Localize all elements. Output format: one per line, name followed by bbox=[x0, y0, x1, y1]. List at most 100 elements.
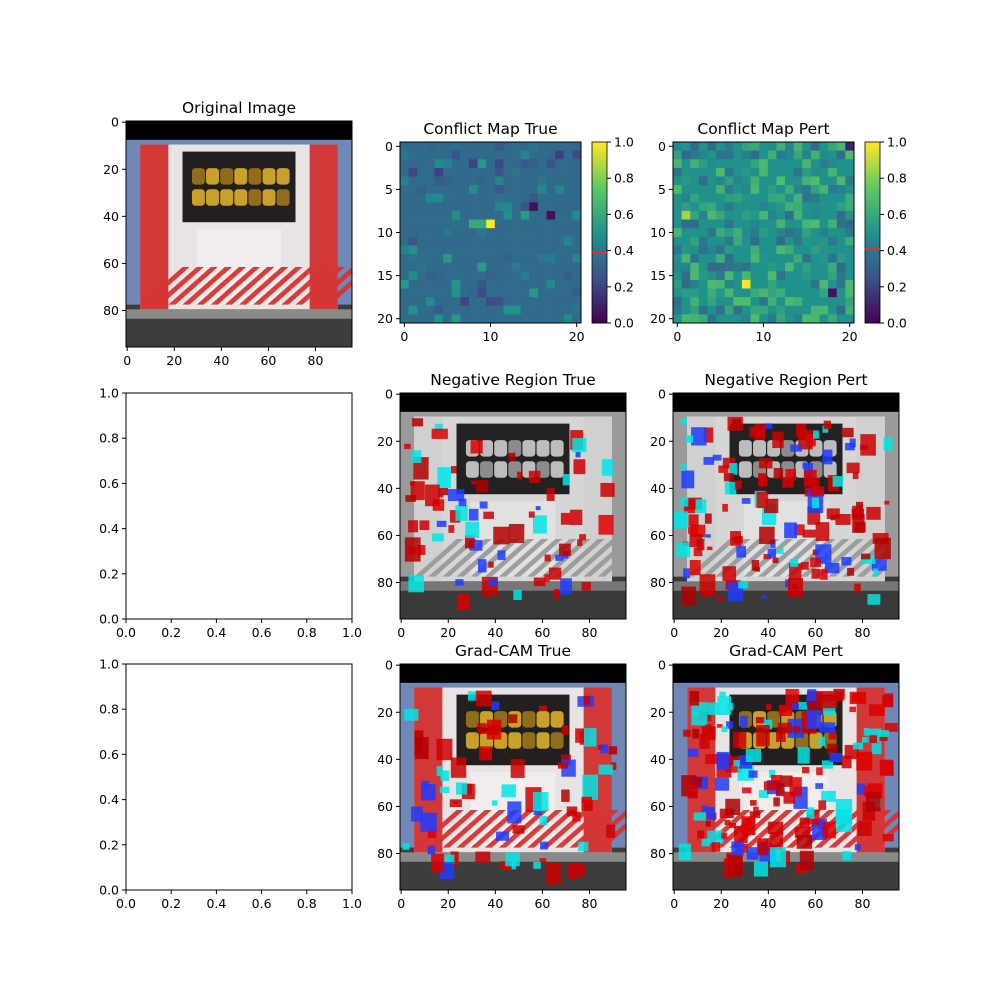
heatmap-cell bbox=[512, 193, 522, 203]
heatmap-cell bbox=[767, 202, 777, 212]
heatmap-cell bbox=[836, 314, 846, 324]
heatmap-cell bbox=[572, 245, 582, 255]
heatmap-cell bbox=[733, 262, 743, 272]
colorbar-segment bbox=[865, 265, 880, 270]
image-pixels bbox=[673, 393, 899, 619]
heatmap-cell bbox=[681, 288, 691, 298]
hose-bundle bbox=[550, 461, 564, 478]
heatmap-cell bbox=[443, 297, 453, 307]
heatmap-cell bbox=[503, 228, 513, 238]
colorbar-segment bbox=[592, 154, 607, 158]
heatmap-cell bbox=[529, 167, 539, 177]
heatmap-cell bbox=[520, 185, 530, 195]
heatmap-cell bbox=[836, 297, 846, 307]
saliency-blob bbox=[479, 501, 488, 509]
saliency-blob bbox=[581, 582, 591, 591]
heatmap-cell bbox=[793, 288, 803, 298]
heatmap-cell bbox=[555, 305, 565, 315]
saliency-blob bbox=[864, 785, 872, 797]
chevron-stripe bbox=[555, 538, 605, 577]
heatmap-cell bbox=[698, 167, 708, 177]
heatmap-cell bbox=[529, 279, 539, 289]
saliency-blob bbox=[434, 423, 443, 432]
saliency-blob bbox=[773, 467, 784, 479]
chevron-stripe bbox=[414, 809, 464, 848]
heatmap-cell bbox=[690, 176, 700, 186]
heatmap-cell bbox=[741, 271, 751, 281]
heatmap-cell bbox=[802, 314, 812, 324]
heatmap-cell bbox=[716, 262, 726, 272]
hose-bundle bbox=[465, 732, 479, 749]
heatmap-cell bbox=[776, 150, 786, 160]
heatmap-cell bbox=[681, 314, 691, 324]
saliency-blob bbox=[847, 567, 855, 576]
heatmap-cell bbox=[451, 150, 461, 160]
saliency-blob bbox=[841, 427, 854, 438]
chevron-stripe bbox=[513, 538, 563, 577]
saliency-blob bbox=[408, 575, 425, 593]
colorbar-segment bbox=[592, 316, 607, 321]
heatmap-cell bbox=[572, 288, 582, 298]
heatmap-cell bbox=[400, 185, 410, 195]
heatmap-cell bbox=[537, 271, 547, 281]
heatmap-cell bbox=[503, 159, 513, 169]
colorbar-segment bbox=[865, 262, 880, 267]
heatmap-cell bbox=[460, 150, 470, 160]
heatmap-cell bbox=[408, 288, 418, 298]
heatmap-cell bbox=[673, 185, 683, 195]
x-tick-label: 20 bbox=[569, 329, 585, 344]
y-tick-label: 80 bbox=[650, 575, 666, 590]
colorbar-tick-label: 1.0 bbox=[614, 135, 634, 150]
heatmap-cell bbox=[836, 254, 846, 264]
heatmap-cell bbox=[767, 288, 777, 298]
axes-frame bbox=[672, 392, 900, 620]
heatmap-cell bbox=[741, 193, 751, 203]
x-tick-label: 80 bbox=[855, 896, 871, 911]
heatmap-cell bbox=[503, 236, 513, 246]
colorbar-frame bbox=[591, 141, 608, 324]
heatmap-cell bbox=[477, 254, 487, 264]
heatmap-cell bbox=[503, 142, 513, 152]
heatmap-cell bbox=[400, 297, 410, 307]
heatmap-cell bbox=[477, 245, 487, 255]
heatmap-cell bbox=[733, 297, 743, 307]
heatmap-cell bbox=[468, 176, 478, 186]
heatmap-cell bbox=[707, 279, 717, 289]
saliency-blob bbox=[676, 542, 691, 558]
saliency-blob bbox=[733, 760, 740, 767]
heatmap-cell bbox=[563, 245, 573, 255]
saliency-blob bbox=[528, 511, 535, 518]
saliency-blob bbox=[758, 790, 769, 798]
heatmap-cell bbox=[400, 271, 410, 281]
heatmap-cell bbox=[707, 245, 717, 255]
heatmap-cell bbox=[707, 210, 717, 220]
saliency-blob bbox=[783, 791, 795, 804]
heatmap-cell bbox=[698, 210, 708, 220]
heatmap-cell bbox=[681, 236, 691, 246]
heatmap-cell bbox=[494, 210, 504, 220]
colorbar-segment bbox=[592, 145, 607, 149]
colorbar-segment bbox=[865, 184, 880, 188]
heatmap-cell bbox=[733, 150, 743, 160]
heatmap-cell bbox=[468, 254, 478, 264]
heatmap-cell bbox=[690, 228, 700, 238]
heatmap-cell bbox=[707, 305, 717, 315]
heatmap-cell bbox=[673, 193, 683, 203]
heatmap-cell bbox=[563, 279, 573, 289]
saliency-blob bbox=[553, 589, 560, 599]
saliency-blob bbox=[583, 695, 591, 706]
heatmap-cell bbox=[434, 279, 444, 289]
heatmap-cell bbox=[537, 254, 547, 264]
colorbar-segment bbox=[865, 142, 880, 146]
heatmap-cell bbox=[733, 245, 743, 255]
heatmap-cell bbox=[468, 219, 478, 229]
colorbar-segment bbox=[592, 238, 607, 243]
heatmap-cell bbox=[681, 159, 691, 169]
heatmap-cell bbox=[434, 271, 444, 281]
heatmap-cell bbox=[724, 271, 734, 281]
heatmap-cell bbox=[503, 193, 513, 203]
heatmap-cell bbox=[425, 236, 435, 246]
heatmap-cell bbox=[828, 314, 838, 324]
hose-compartment bbox=[182, 151, 296, 223]
